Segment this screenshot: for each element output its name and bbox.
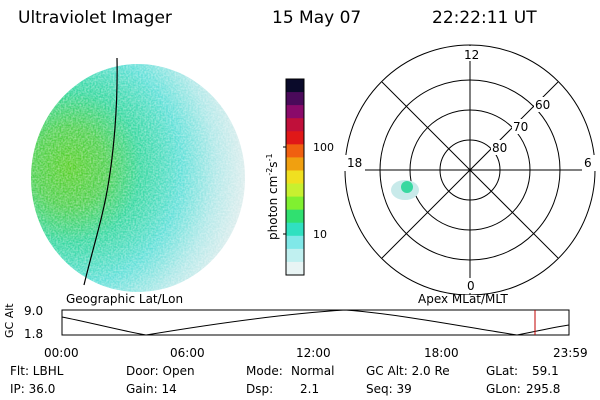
polar-axis-diagonal-2 <box>381 81 559 259</box>
apex-caption: Apex MLat/MLT <box>418 292 508 306</box>
colorbar-tick-label-100: 100 <box>313 141 334 154</box>
status-door: Door: Open <box>126 364 195 378</box>
status-glat-label: GLat: <box>486 364 519 378</box>
status-mode-label: Mode: <box>246 364 283 378</box>
colorbar-cell <box>286 235 304 250</box>
colorbar-cell <box>286 261 304 276</box>
uv-disk-noise <box>31 64 245 292</box>
colorbar-cell <box>286 248 304 263</box>
colorbar: photon cm-2s-1 <box>265 78 305 276</box>
mlt-label-6: 6 <box>584 156 592 170</box>
altitude-xtick-2359: 23:59 <box>553 346 588 360</box>
status-filter: Flt: LBHL <box>10 364 64 378</box>
status-mode-value: Normal <box>291 364 335 378</box>
colorbar-cell <box>286 92 304 106</box>
colorbar-cell <box>286 144 304 158</box>
status-glat-value: 59.1 <box>532 364 559 378</box>
terminator-line <box>83 57 118 286</box>
aurora-patch-core <box>401 181 413 193</box>
colorbar-cell <box>286 209 304 224</box>
mlt-label-bg-bottom <box>465 278 477 293</box>
altitude-ytick-top: 9.0 <box>24 304 44 318</box>
status-ip: IP: 36.0 <box>10 382 56 396</box>
colorbar-unit-label: photon cm-2s-1 <box>265 153 280 240</box>
lat-label-bg-80 <box>491 140 509 155</box>
uv-image-disk <box>31 57 245 292</box>
date-label: 15 May 07 <box>272 8 362 28</box>
polar-plot: 12 18 6 0 60 70 80 <box>343 44 596 295</box>
lat-label-bg-70 <box>512 119 530 134</box>
altitude-xtick-0600: 06:00 <box>170 346 205 360</box>
altitude-xtick-1200: 12:00 <box>296 346 331 360</box>
mlt-label-bg-right <box>582 155 596 171</box>
altitude-curve <box>61 309 570 336</box>
status-glon-value: 295.8 <box>526 382 561 396</box>
status-glon-label: GLon: <box>486 382 521 396</box>
instrument-title: Ultraviolet Imager <box>18 8 172 28</box>
colorbar-cell <box>286 183 304 198</box>
lat-label-60: 60 <box>535 98 550 112</box>
status-gc-alt: GC Alt: 2.0 Re <box>366 364 450 378</box>
lat-label-bg-60 <box>534 97 552 112</box>
status-gain: Gain: 14 <box>126 382 177 396</box>
colorbar-cell <box>286 105 304 119</box>
colorbar-tick-label-10: 10 <box>313 228 327 241</box>
colorbar-frame <box>285 78 305 276</box>
colorbar-cell <box>286 131 304 145</box>
lat-label-80: 80 <box>492 141 507 155</box>
mlt-label-18: 18 <box>347 156 362 170</box>
time-label: 22:22:11 UT <box>432 8 537 28</box>
colorbar-cell <box>286 157 304 172</box>
colorbar-cell <box>286 196 304 211</box>
geographic-caption: Geographic Lat/Lon <box>66 292 184 306</box>
colorbar-cell <box>286 79 304 93</box>
altitude-plot: GC Alt <box>3 303 570 338</box>
colorbar-cell <box>286 118 304 132</box>
mlt-label-bg-top <box>459 46 481 61</box>
altitude-ylabel: GC Alt <box>3 303 16 338</box>
altitude-ytick-bottom: 1.8 <box>24 327 44 341</box>
colorbar-cells <box>286 79 304 276</box>
lat-label-70: 70 <box>513 120 528 134</box>
mlt-label-0: 0 <box>467 279 475 293</box>
status-dsp-value: 2.1 <box>300 382 320 396</box>
altitude-xtick-0000: 00:00 <box>44 346 79 360</box>
status-dsp-label: Dsp: <box>246 382 274 396</box>
colorbar-cell <box>286 170 304 185</box>
altitude-frame <box>61 309 570 336</box>
mlt-label-bg-left <box>343 155 365 171</box>
altitude-xtick-1800: 18:00 <box>424 346 459 360</box>
status-seq: Seq: 39 <box>366 382 412 396</box>
mlt-label-12: 12 <box>464 48 479 62</box>
colorbar-cell <box>286 222 304 237</box>
